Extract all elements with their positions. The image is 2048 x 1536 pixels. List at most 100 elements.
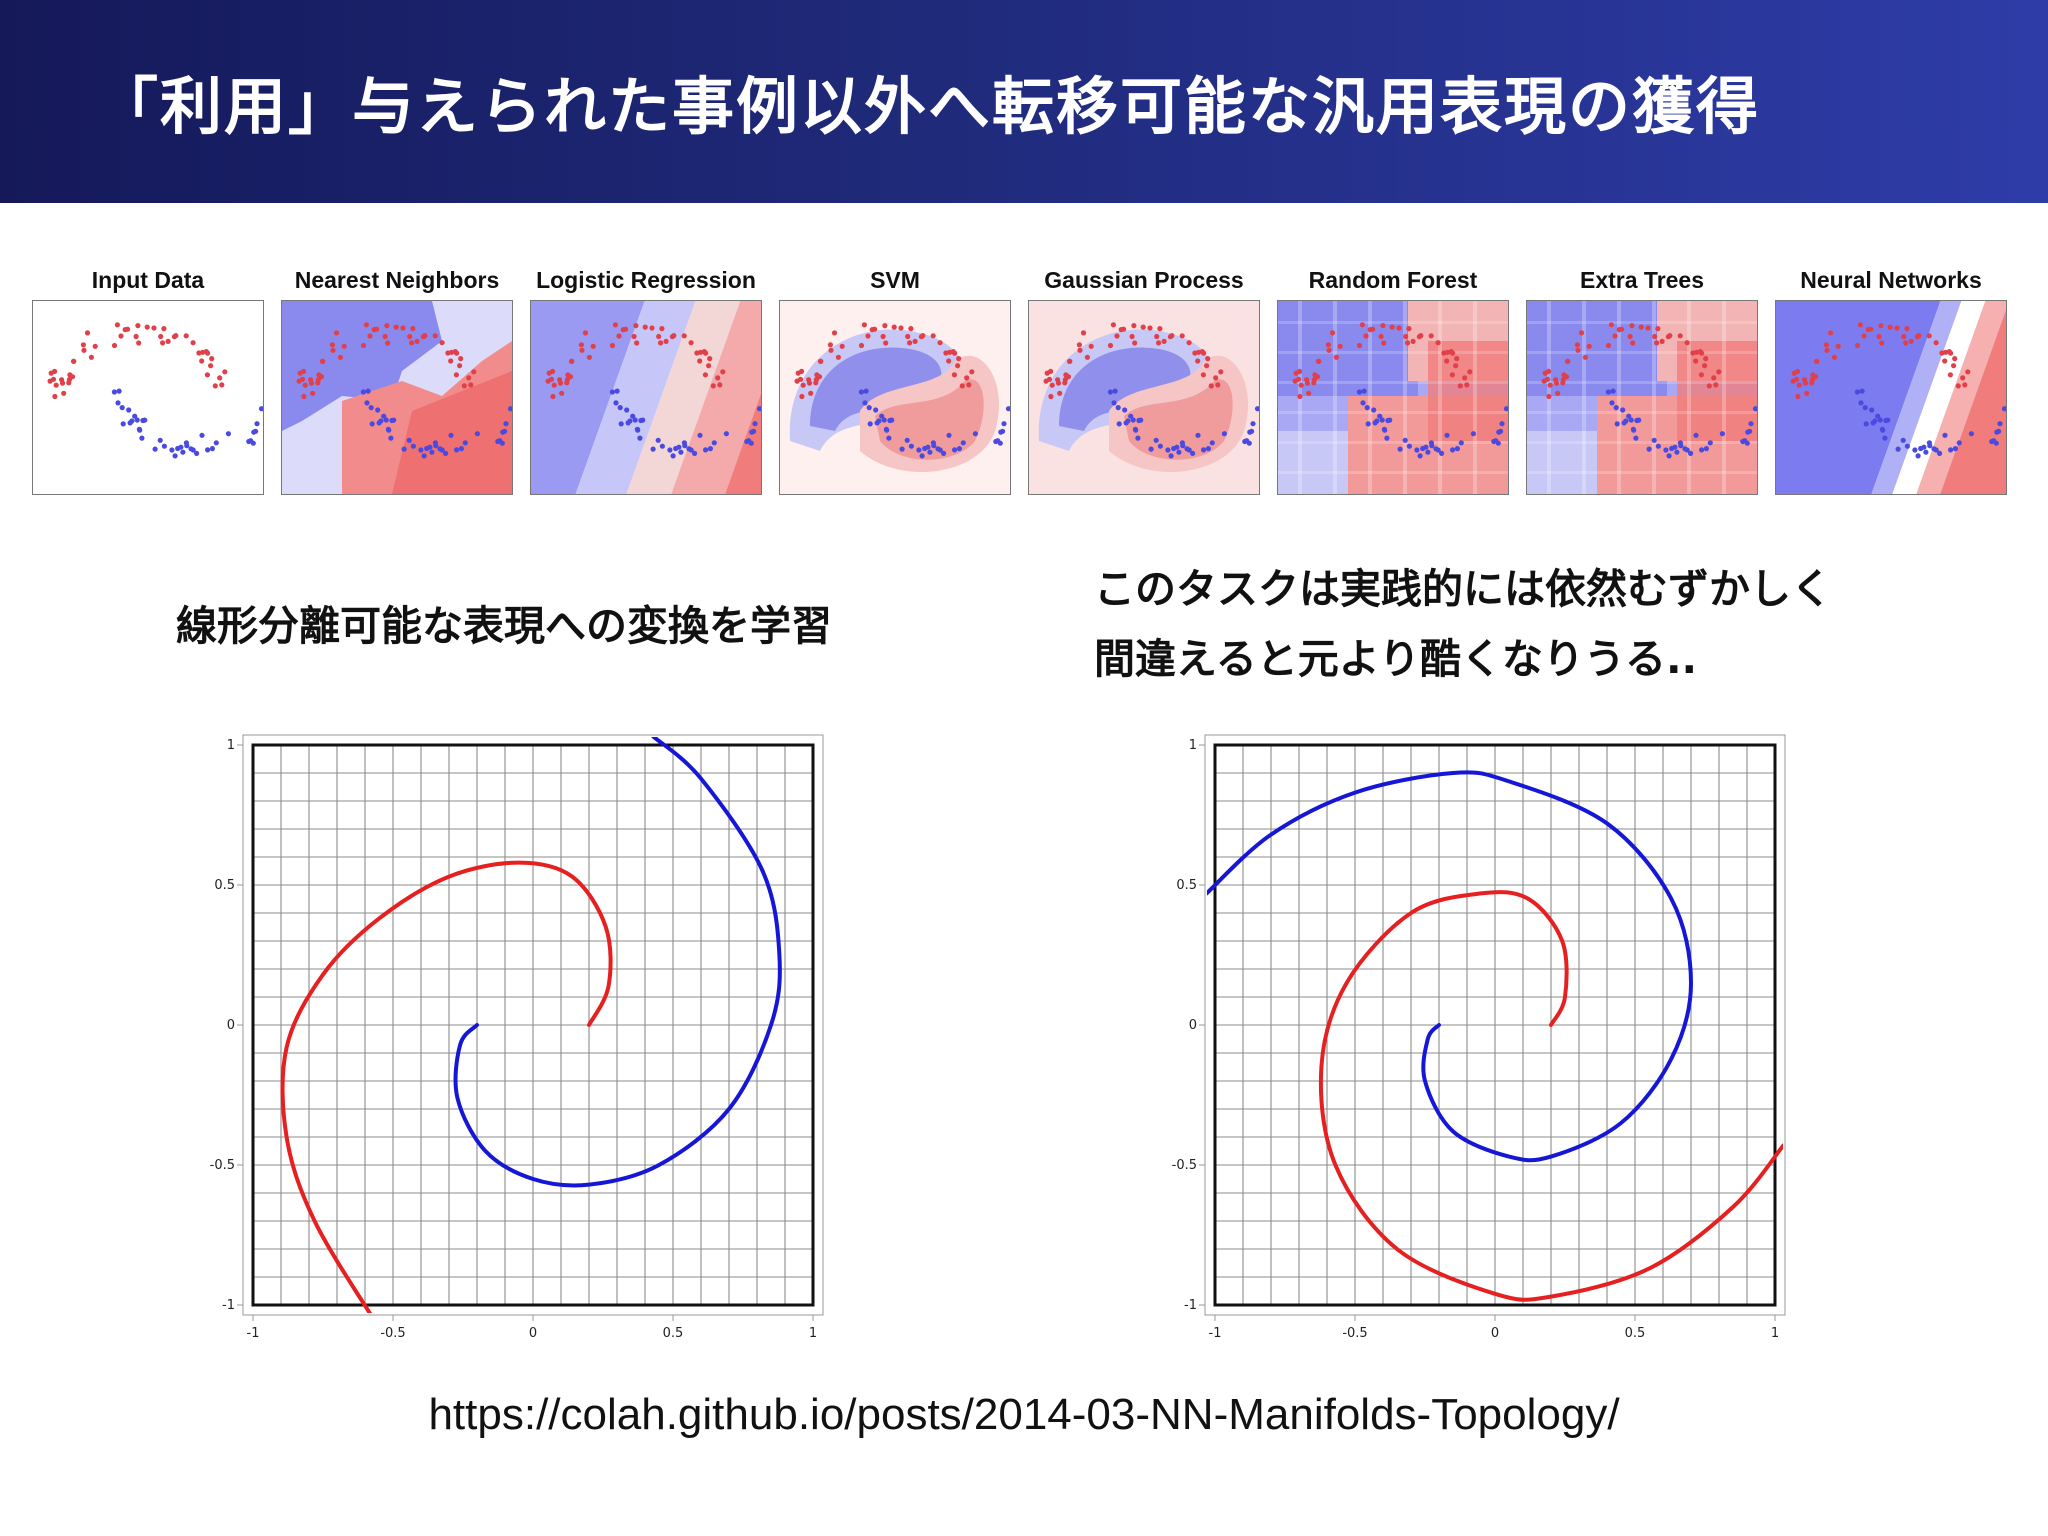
data-point-blue	[1005, 406, 1010, 412]
data-point-blue	[119, 405, 125, 411]
data-point-blue	[1250, 421, 1256, 427]
data-point-blue	[161, 443, 167, 449]
data-point-blue	[1875, 413, 1881, 419]
data-point-red	[1333, 354, 1339, 360]
data-point-blue	[751, 428, 757, 434]
data-point-red	[1297, 368, 1303, 374]
data-point-blue	[635, 427, 641, 433]
data-point-red	[329, 342, 335, 348]
data-point-blue	[1153, 437, 1159, 443]
spiral-red	[280, 860, 613, 1313]
data-point-red	[623, 326, 629, 332]
caption-right-line2: 間違えると元より酷くなりうる..	[1094, 635, 1698, 683]
data-point-blue	[1190, 450, 1196, 456]
data-point-red	[559, 390, 565, 396]
data-point-blue	[1996, 428, 2002, 434]
spiral-blue	[453, 737, 782, 1188]
data-point-red	[659, 326, 665, 332]
data-point-blue	[1931, 446, 1937, 452]
data-point-red	[453, 372, 459, 378]
data-point-red	[590, 343, 596, 349]
data-point-blue	[126, 407, 132, 413]
data-point-red	[1795, 393, 1801, 400]
data-point-red	[701, 349, 707, 355]
data-point-red	[1088, 343, 1094, 349]
data-point-blue	[935, 446, 941, 452]
data-point-red	[1827, 330, 1834, 336]
data-point-blue	[1107, 389, 1113, 395]
y-tick-label: -0.5	[210, 1158, 235, 1173]
data-point-blue	[1678, 443, 1684, 449]
data-point-blue	[1387, 417, 1393, 423]
data-point-blue	[1703, 446, 1709, 452]
data-point-red	[964, 375, 970, 381]
data-point-red	[1084, 354, 1090, 360]
data-point-red	[1914, 334, 1920, 340]
data-point-red	[1048, 368, 1054, 374]
data-point-red	[1403, 333, 1409, 340]
data-point-red	[360, 342, 367, 349]
data-point-red	[1326, 347, 1332, 353]
data-point-red	[1876, 333, 1882, 340]
data-point-blue	[879, 413, 885, 419]
data-point-blue	[862, 400, 868, 406]
data-point-blue	[866, 405, 872, 411]
data-point-red	[1121, 326, 1127, 332]
data-point-red	[551, 382, 557, 388]
data-point-blue	[180, 449, 186, 455]
data-point-red	[133, 333, 139, 340]
data-point-red	[299, 376, 306, 382]
data-point-red	[1555, 390, 1561, 396]
data-point-red	[1824, 347, 1830, 353]
data-point-red	[161, 326, 167, 332]
data-point-red	[1546, 368, 1552, 374]
data-point-red	[1464, 382, 1470, 388]
data-point-blue	[650, 446, 656, 452]
data-point-red	[1046, 376, 1053, 382]
data-point-red	[1627, 333, 1633, 340]
y-tick-label: -1	[222, 1298, 235, 1313]
data-point-red	[1370, 326, 1376, 332]
data-point-red	[190, 340, 196, 346]
data-point-red	[222, 369, 228, 375]
data-point-blue	[1365, 421, 1371, 427]
y-tick-label: -0.5	[1172, 1158, 1197, 1173]
data-point-blue	[378, 418, 384, 424]
data-point-red	[1048, 393, 1054, 400]
source-link[interactable]: https://colah.github.io/posts/2014-03-NN…	[428, 1390, 1620, 1439]
data-point-red	[930, 333, 936, 339]
data-point-red	[1547, 382, 1553, 388]
data-point-blue	[1444, 432, 1450, 438]
data-point-red	[118, 333, 124, 339]
data-point-red	[1894, 325, 1900, 331]
grid	[252, 744, 814, 1306]
data-point-blue	[1719, 431, 1725, 437]
data-point-blue	[1379, 417, 1385, 423]
data-point-red	[697, 358, 703, 364]
data-point-red	[1677, 333, 1683, 339]
data-point-blue	[1993, 440, 1999, 446]
data-point-blue	[443, 450, 449, 456]
data-point-blue	[1397, 446, 1403, 452]
data-point-red	[363, 322, 369, 328]
data-point-red	[891, 324, 897, 330]
data-point-blue	[1948, 447, 1954, 453]
data-point-red	[1879, 340, 1885, 346]
data-point-red	[208, 363, 214, 369]
data-point-red	[1713, 382, 1719, 388]
data-point-blue	[1858, 400, 1864, 406]
data-point-blue	[1885, 417, 1891, 423]
data-point-red	[1389, 324, 1395, 330]
data-point-red	[569, 358, 575, 364]
data-point-red	[136, 340, 142, 346]
classifier-panel: Gaussian Process	[1028, 262, 1260, 495]
data-point-red	[135, 323, 141, 329]
data-point-red	[1831, 354, 1837, 360]
data-point-red	[1067, 358, 1073, 364]
data-point-red	[1055, 377, 1061, 383]
data-point-red	[1110, 322, 1116, 328]
data-point-red	[1565, 358, 1571, 364]
data-point-blue	[1663, 447, 1669, 453]
data-point-blue	[1148, 446, 1154, 452]
panel-title: Extra Trees	[1579, 267, 1705, 293]
